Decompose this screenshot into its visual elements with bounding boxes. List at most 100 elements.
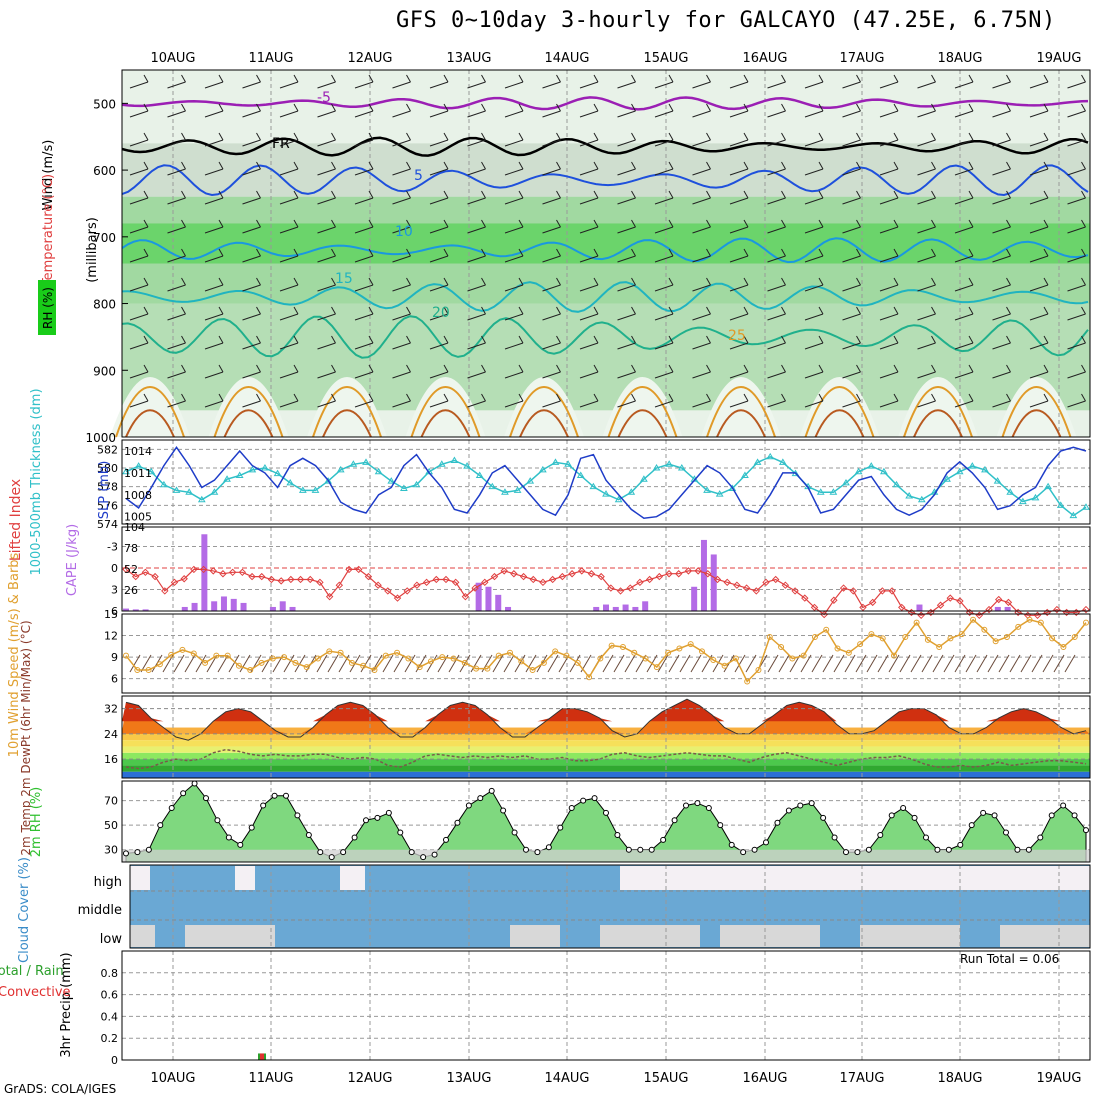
wind-barb-flag bbox=[1006, 132, 1011, 141]
wind-barb bbox=[767, 139, 786, 147]
wind-barb bbox=[842, 81, 861, 89]
rh-marker bbox=[683, 802, 689, 809]
high-cloud-block bbox=[235, 866, 255, 890]
wind-speed-line-marker bbox=[676, 645, 683, 652]
wind-barb bbox=[1029, 284, 1049, 292]
wind-barb-flag bbox=[818, 74, 824, 83]
wind-barb-flag bbox=[331, 364, 336, 373]
wind-barb bbox=[1067, 110, 1086, 118]
wind-barb bbox=[767, 313, 786, 321]
lifted-index-marker bbox=[558, 572, 567, 581]
wind-barb bbox=[804, 226, 824, 234]
wind-barb-flag bbox=[706, 161, 711, 170]
temperature-contour-25 bbox=[804, 386, 875, 438]
wind-barb-flag bbox=[706, 306, 711, 315]
thickness-line-marker bbox=[993, 477, 1002, 484]
wind-barb-flag bbox=[856, 74, 861, 83]
lifted-index-marker bbox=[170, 578, 179, 587]
rh-marker bbox=[157, 822, 164, 829]
wind-barb bbox=[204, 313, 224, 321]
lifted-index-marker bbox=[636, 578, 644, 587]
cape-bar bbox=[916, 604, 923, 611]
wind-barb bbox=[542, 400, 561, 408]
thickness-line-marker bbox=[892, 480, 901, 488]
credit-label: GrADS: COLA/IGES bbox=[4, 1082, 117, 1096]
wind-barb bbox=[879, 255, 899, 263]
wind-barb-flag bbox=[856, 335, 861, 344]
top-date-label: 15AUG bbox=[643, 51, 688, 66]
surface-wind-barb bbox=[745, 654, 757, 673]
wind-barb-flag bbox=[406, 248, 411, 257]
slp-tick-label: 1011 bbox=[124, 467, 152, 480]
wind-barb-flag bbox=[1081, 306, 1086, 315]
wind-barb-flag bbox=[518, 393, 524, 402]
thickness-line-marker bbox=[324, 477, 332, 484]
wind-barb-flag bbox=[143, 219, 149, 228]
wind-barb-flag bbox=[743, 393, 749, 402]
wind-barb-flag bbox=[143, 132, 149, 141]
wind-barb-flag bbox=[368, 335, 374, 344]
rh-marker bbox=[957, 841, 964, 848]
wind-barb bbox=[842, 110, 861, 118]
wind-barb bbox=[879, 400, 899, 408]
wind-barb-flag bbox=[593, 335, 599, 344]
surface-wind-barb bbox=[360, 654, 372, 673]
wind-barb-flag bbox=[1006, 248, 1011, 257]
wind-barb bbox=[654, 110, 674, 118]
wind-speed-line-marker bbox=[1015, 623, 1022, 630]
wind-barb bbox=[354, 284, 374, 292]
wind-barb-flag bbox=[1043, 74, 1049, 83]
rh-marker bbox=[214, 817, 221, 824]
rh-marker bbox=[900, 805, 907, 811]
wind-barb bbox=[954, 168, 974, 176]
wind-speed-line-marker bbox=[360, 662, 367, 669]
precip-tick-label: 0.8 bbox=[101, 967, 119, 980]
wind-barb bbox=[992, 81, 1011, 89]
wind-barb-flag bbox=[931, 364, 936, 373]
thickness-line-marker bbox=[526, 477, 535, 484]
wind-barb-flag bbox=[818, 103, 824, 112]
surface-wind-barb bbox=[1042, 654, 1054, 673]
wind-barb-flag bbox=[481, 335, 486, 344]
wind-barb-flag bbox=[743, 74, 749, 83]
wind-barb-flag bbox=[556, 364, 561, 373]
wind-barb-flag bbox=[331, 103, 336, 112]
surface-wind-barb bbox=[184, 654, 196, 673]
wind-speed-line-marker bbox=[213, 652, 220, 659]
rh-marker bbox=[385, 809, 392, 816]
wind-barb bbox=[842, 284, 861, 292]
thickness-line-marker bbox=[880, 467, 888, 475]
wind-barb-flag bbox=[818, 132, 824, 141]
lifted-index-marker bbox=[481, 578, 489, 587]
lifted-index-marker bbox=[665, 570, 673, 578]
wind-barb-flag bbox=[968, 190, 974, 199]
wind-barb-flag bbox=[443, 132, 449, 141]
wind-barb-flag bbox=[631, 277, 636, 286]
wind-barb-flag bbox=[743, 132, 749, 141]
rh-marker bbox=[991, 812, 998, 819]
surface-dome bbox=[307, 376, 387, 437]
surface-dome bbox=[602, 376, 683, 437]
lifted-index-marker bbox=[267, 575, 276, 584]
wind-barb bbox=[729, 168, 749, 176]
surface-wind-barb bbox=[602, 654, 614, 673]
thickness-line-marker bbox=[551, 458, 560, 465]
wind-barb-flag bbox=[856, 393, 861, 402]
lifted-index-marker bbox=[248, 572, 256, 581]
wind-barb-flag bbox=[481, 364, 486, 373]
wind-barb-flag bbox=[556, 248, 561, 257]
wind-barb-flag bbox=[931, 277, 936, 286]
rh-marker bbox=[340, 849, 347, 856]
wind-barb-flag bbox=[631, 335, 636, 344]
wind-barb-flag bbox=[293, 335, 299, 344]
wind-barb bbox=[242, 168, 261, 176]
wind-barb bbox=[654, 168, 674, 176]
wind-barb bbox=[1029, 168, 1049, 176]
wind-speed-line-marker bbox=[586, 674, 593, 681]
wind-barb bbox=[429, 400, 449, 408]
wind-speed-line-marker bbox=[484, 665, 491, 672]
wind-barb-flag bbox=[743, 190, 749, 199]
wind-barb-flag bbox=[743, 103, 749, 112]
wind-barb bbox=[917, 168, 936, 176]
wind-barb bbox=[1067, 342, 1086, 350]
